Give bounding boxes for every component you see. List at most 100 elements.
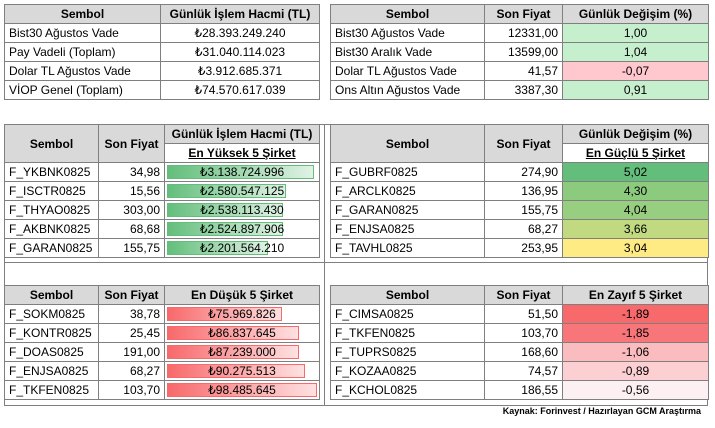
symbol-cell: F_TUPRS0825 xyxy=(330,342,485,362)
table-row: F_TKFEN0825 103,70 -1,85 xyxy=(330,323,709,343)
price-cell: 103,70 xyxy=(484,323,563,343)
symbol-cell: F_TKFEN0825 xyxy=(4,380,99,400)
symbol-cell: F_DOAS0825 xyxy=(4,342,99,362)
table-row: F_KONTR0825 25,45 ₺86.837.645 xyxy=(4,323,320,343)
data-bar xyxy=(167,203,284,217)
table-row: F_KCHOL0825 186,55 -0,56 xyxy=(330,380,709,400)
price-cell: 168,60 xyxy=(484,342,563,362)
table-row: Dolar TL Ağustos Vade 41,57 -0,07 xyxy=(330,61,709,81)
volume-value: ₺87.239.000 xyxy=(208,345,276,359)
volume-value: ₺2.538.113.430 xyxy=(200,203,284,217)
symbol-cell: Pay Vadeli (Toplam) xyxy=(4,42,161,62)
price-cell: 191,00 xyxy=(98,342,165,362)
symbol-cell: F_THYAO0825 xyxy=(4,200,99,220)
col-header-symbol: Sembol xyxy=(4,285,99,305)
price-cell: 12331,00 xyxy=(484,23,563,43)
data-bar xyxy=(167,165,314,179)
change-cell: -1,89 xyxy=(562,304,709,324)
col-header-price: Son Fiyat xyxy=(98,285,165,305)
price-cell: 41,57 xyxy=(484,61,563,81)
symbol-cell: F_KOZAA0825 xyxy=(330,361,485,381)
volume-bar-cell: ₺90.275.513 xyxy=(164,361,320,381)
bottom5-volume-table: Sembol Son Fiyat En Düşük 5 Şirket F_SOK… xyxy=(4,285,320,400)
top5-volume-table: Sembol Son Fiyat Günlük İşlem Hacmi (TL)… xyxy=(4,124,320,258)
section-divider-vertical xyxy=(324,124,325,406)
table-row: F_ENJSA0825 68,27 3,66 xyxy=(330,219,709,239)
table-row: Bist30 Aralık Vade 13599,00 1,04 xyxy=(330,42,709,62)
price-cell: 68,27 xyxy=(98,361,165,381)
price-cell: 155,75 xyxy=(98,238,165,258)
symbol-cell: Bist30 Ağustos Vade xyxy=(330,23,485,43)
price-cell: 25,45 xyxy=(98,323,165,343)
symbol-cell: F_GARAN0825 xyxy=(330,200,485,220)
col-header-volume: Günlük İşlem Hacmi (TL) xyxy=(160,4,320,24)
price-cell: 136,95 xyxy=(484,181,563,201)
table-row: F_THYAO0825 303,00 ₺2.538.113.430 xyxy=(4,200,320,220)
symbol-cell: F_ISCTR0825 xyxy=(4,181,99,201)
price-cell: 51,50 xyxy=(484,304,563,324)
symbol-cell: F_KONTR0825 xyxy=(4,323,99,343)
change-cell: 0,91 xyxy=(562,80,709,100)
table-row: F_TUPRS0825 168,60 -1,06 xyxy=(330,342,709,362)
symbol-cell: F_YKBNK0825 xyxy=(4,162,99,182)
price-cell: 155,75 xyxy=(484,200,563,220)
col-header-symbol: Sembol xyxy=(330,285,485,305)
data-bar xyxy=(167,345,299,359)
gainers-table: Sembol Son Fiyat Günlük Değişim (%) En G… xyxy=(330,124,709,258)
symbol-cell: F_GARAN0825 xyxy=(4,238,99,258)
viop-price-table: Sembol Son Fiyat Günlük Değişim (%) Bist… xyxy=(330,4,709,100)
volume-value: ₺90.275.513 xyxy=(208,364,276,378)
subheader-top5: En Yüksek 5 Şirket xyxy=(164,143,320,163)
table-row: F_ARCLK0825 136,95 4,30 xyxy=(330,181,709,201)
table-row: Pay Vadeli (Toplam) ₺31.040.114.023 xyxy=(4,42,320,62)
col-header-weakest: En Zayıf 5 Şirket xyxy=(562,285,709,305)
table-row: VİOP Genel (Toplam) ₺74.570.617.039 xyxy=(4,80,320,100)
col-header-symbol: Sembol xyxy=(4,124,99,163)
price-cell: 38,78 xyxy=(98,304,165,324)
volume-bar-cell: ₺2.201.564.210 xyxy=(164,238,320,258)
data-bar xyxy=(167,184,287,198)
viop-volume-table: Sembol Günlük İşlem Hacmi (TL) Bist30 Ağ… xyxy=(4,4,320,100)
volume-value: ₺3.138.724.996 xyxy=(199,165,285,179)
symbol-cell: F_SOKM0825 xyxy=(4,304,99,324)
data-bar xyxy=(167,326,299,340)
volume-value: ₺2.201.564.210 xyxy=(199,241,285,255)
col-header-symbol: Sembol xyxy=(4,4,161,24)
table-row: Ons Altın Ağustos Vade 3387,30 0,91 xyxy=(330,80,709,100)
volume-bar-cell: ₺2.524.897.906 xyxy=(164,219,320,239)
volume-cell: ₺3.912.685.371 xyxy=(160,61,320,81)
price-cell: 68,27 xyxy=(484,219,563,239)
table-row: F_GARAN0825 155,75 4,04 xyxy=(330,200,709,220)
data-bar xyxy=(167,383,317,397)
table-row: F_SOKM0825 38,78 ₺75.969.826 xyxy=(4,304,320,324)
change-cell: 5,02 xyxy=(562,162,709,182)
table-row: F_GARAN0825 155,75 ₺2.201.564.210 xyxy=(4,238,320,258)
price-cell: 103,70 xyxy=(98,380,165,400)
col-header-change: Günlük Değişim (%) xyxy=(562,124,709,144)
volume-cell: ₺28.393.249.240 xyxy=(160,23,320,43)
price-cell: 303,00 xyxy=(98,200,165,220)
col-header-symbol: Sembol xyxy=(330,124,485,163)
col-header-symbol: Sembol xyxy=(330,4,485,24)
losers-table: Sembol Son Fiyat En Zayıf 5 Şirket F_CIM… xyxy=(330,285,709,400)
price-cell: 68,68 xyxy=(98,219,165,239)
volume-bar-cell: ₺2.580.547.125 xyxy=(164,181,320,201)
col-header-price: Son Fiyat xyxy=(484,4,563,24)
table-row: F_TKFEN0825 103,70 ₺98.485.645 xyxy=(4,380,320,400)
price-cell: 15,56 xyxy=(98,181,165,201)
price-cell: 186,55 xyxy=(484,380,563,400)
data-bar xyxy=(167,222,284,236)
symbol-cell: F_ARCLK0825 xyxy=(330,181,485,201)
symbol-cell: F_TAVHL0825 xyxy=(330,238,485,258)
table-row: Bist30 Ağustos Vade ₺28.393.249.240 xyxy=(4,23,320,43)
symbol-cell: F_AKBNK0825 xyxy=(4,219,99,239)
volume-cell: ₺74.570.617.039 xyxy=(160,80,320,100)
table-row: F_AKBNK0825 68,68 ₺2.524.897.906 xyxy=(4,219,320,239)
data-bar xyxy=(167,307,282,321)
price-cell: 274,90 xyxy=(484,162,563,182)
volume-bar-cell: ₺87.239.000 xyxy=(164,342,320,362)
symbol-cell: Bist30 Aralık Vade xyxy=(330,42,485,62)
change-cell: -0,56 xyxy=(562,380,709,400)
table-row: F_TAVHL0825 253,95 3,04 xyxy=(330,238,709,258)
table-row: F_ISCTR0825 15,56 ₺2.580.547.125 xyxy=(4,181,320,201)
